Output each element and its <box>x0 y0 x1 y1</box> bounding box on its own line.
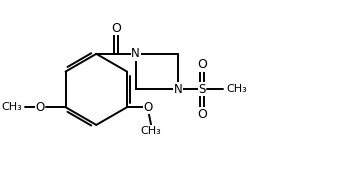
Text: CH₃: CH₃ <box>226 84 247 94</box>
Text: O: O <box>197 58 207 71</box>
Text: N: N <box>131 47 140 60</box>
Text: CH₃: CH₃ <box>141 126 161 136</box>
Text: S: S <box>199 83 206 96</box>
Text: O: O <box>35 101 45 114</box>
Text: O: O <box>144 101 153 114</box>
Text: O: O <box>111 22 121 35</box>
Text: CH₃: CH₃ <box>1 102 22 112</box>
Text: N: N <box>173 83 182 96</box>
Text: O: O <box>197 108 207 121</box>
